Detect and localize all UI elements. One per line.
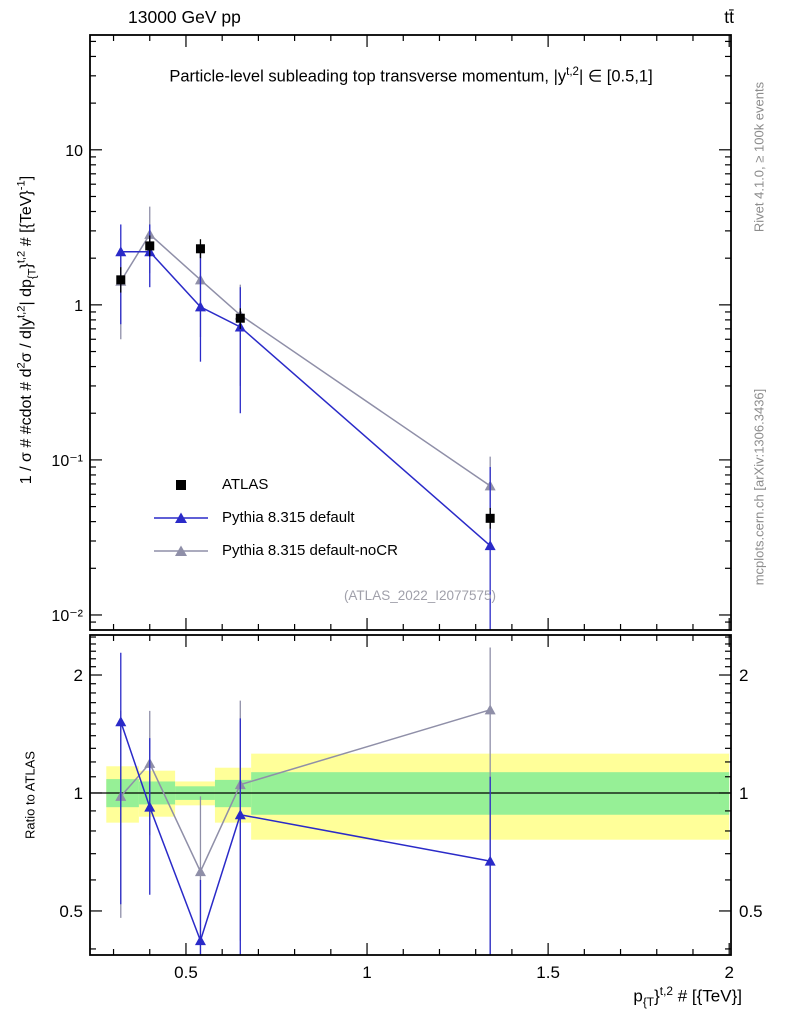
tick-label: 0.5 xyxy=(59,902,83,921)
tick-label: 1.5 xyxy=(536,963,560,982)
legend: ATLAS Pythia 8.315 default Pythia 8.315 … xyxy=(152,468,398,567)
tick-label: 0.5 xyxy=(739,902,763,921)
tick-label: 2 xyxy=(724,963,733,982)
triangle-marker xyxy=(144,801,156,812)
triangle-marker xyxy=(115,716,127,727)
tick-label: 0.5 xyxy=(174,963,198,982)
triangle-marker xyxy=(484,704,496,715)
tick-label: 10⁻¹ xyxy=(51,453,83,470)
rivet-version-note: Rivet 4.1.0, ≥ 100k events xyxy=(751,81,767,233)
tick-label: 10⁻² xyxy=(51,608,83,625)
ratio-plot-area xyxy=(90,647,731,955)
square-marker xyxy=(235,313,245,323)
legend-label-atlas: ATLAS xyxy=(222,476,269,493)
legend-marker-pythia-nocr xyxy=(152,544,210,558)
legend-marker-pythia-default xyxy=(152,511,210,525)
triangle-marker xyxy=(484,855,496,866)
triangle-marker xyxy=(234,809,246,820)
legend-label-pythia-nocr: Pythia 8.315 default-noCR xyxy=(222,542,398,559)
tick-label: 2 xyxy=(739,666,748,685)
x-axis-label: p{T}t,2 # [{TeV}] xyxy=(633,984,742,1010)
plot-title: Particle-level subleading top transverse… xyxy=(169,66,653,86)
triangle-marker xyxy=(194,866,206,877)
square-marker xyxy=(195,244,205,254)
tick-label: 1 xyxy=(74,784,83,803)
legend-item-atlas: ATLAS xyxy=(152,468,398,501)
analysis-id-watermark: (ATLAS_2022_I2077575) xyxy=(343,588,497,603)
legend-marker-atlas xyxy=(152,478,210,492)
legend-item-pythia-nocr: Pythia 8.315 default-noCR xyxy=(152,534,398,567)
square-marker xyxy=(116,275,126,285)
triangle-marker xyxy=(194,301,206,312)
main-plot-frame xyxy=(89,34,732,631)
tick-label: 1 xyxy=(739,784,748,803)
series-line xyxy=(120,233,491,487)
tick-label: 1 xyxy=(74,298,83,315)
legend-label-pythia-default: Pythia 8.315 default xyxy=(222,509,355,526)
triangle-marker xyxy=(194,935,206,946)
tick-label: 2 xyxy=(74,666,83,685)
ratio-plot-frame xyxy=(89,634,732,956)
square-marker xyxy=(145,241,155,251)
triangle-marker xyxy=(115,246,127,257)
triangle-marker xyxy=(484,540,496,551)
tick-label: 10 xyxy=(65,143,83,160)
legend-item-pythia-default: Pythia 8.315 default xyxy=(152,501,398,534)
main-plot-area xyxy=(115,206,496,630)
y-axis-label: 1 / σ # #cdot # d2σ / d|yt,2| dp{T}t,2 #… xyxy=(15,175,39,485)
ratio-y-axis-label: Ratio to ATLAS xyxy=(22,751,38,839)
process-label: tt̄ xyxy=(724,7,734,27)
square-marker xyxy=(485,513,495,523)
mcplots-reference-note: mcplots.cern.ch [arXiv:1306.3436] xyxy=(751,388,767,586)
tick-label: 1 xyxy=(362,963,371,982)
beam-energy-label: 13000 GeV pp xyxy=(128,7,241,27)
